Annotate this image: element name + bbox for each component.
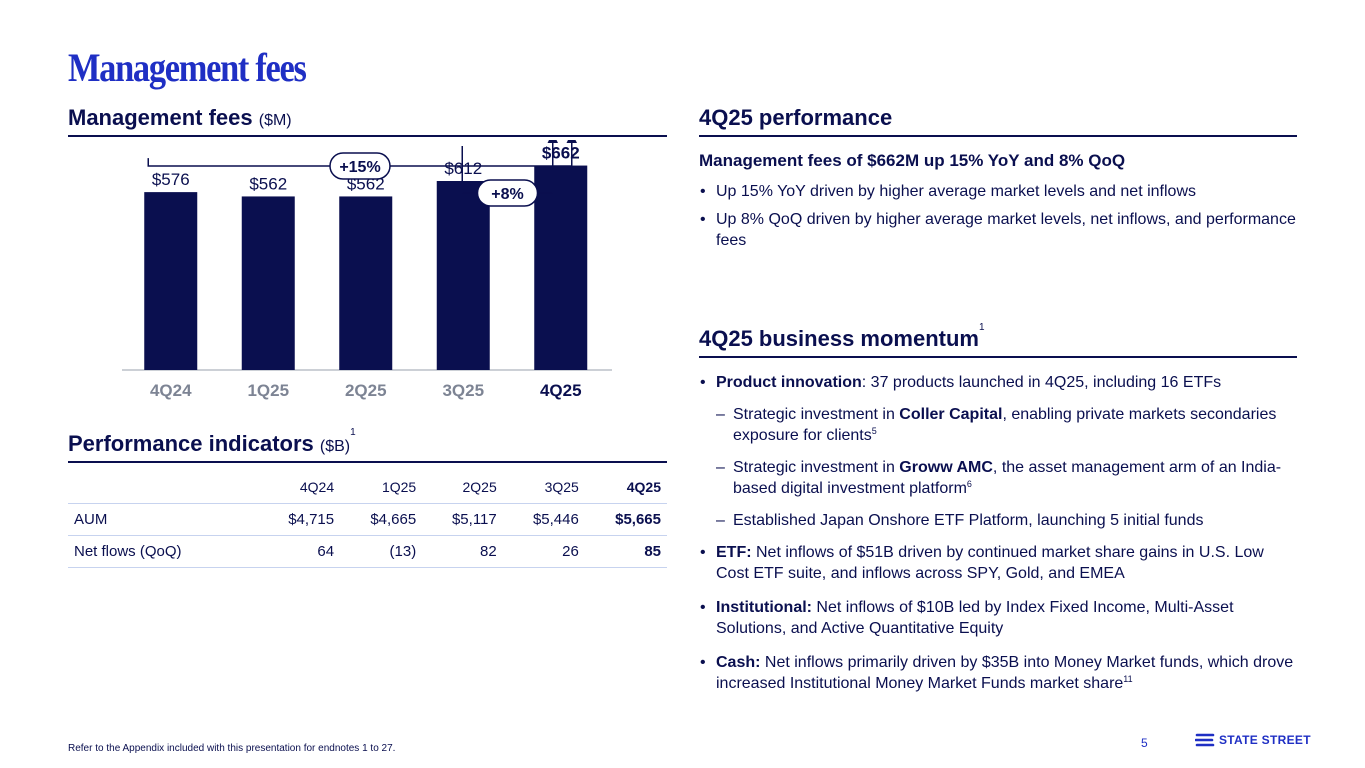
- chart-heading: Management fees ($M): [68, 105, 292, 131]
- list-item: Up 8% QoQ driven by higher average marke…: [699, 209, 1299, 251]
- table-cell: (13): [340, 535, 423, 568]
- row-label: Net flows (QoQ): [68, 535, 258, 568]
- table-heading-rule: [68, 461, 667, 463]
- performance-bullets: Up 15% YoY driven by higher average mark…: [699, 181, 1299, 251]
- table-heading-text: Performance indicators: [68, 431, 314, 456]
- growth-pill-label: +15%: [339, 159, 380, 176]
- chart-heading-text: Management fees: [68, 105, 253, 130]
- col-header: 4Q25: [584, 472, 667, 504]
- growth-pill-2: [476, 179, 539, 207]
- state-street-logo-icon: [1195, 733, 1215, 747]
- chart-heading-unit: ($M): [258, 112, 292, 129]
- col-header: [68, 472, 258, 504]
- list-item: Up 15% YoY driven by higher average mark…: [699, 181, 1299, 202]
- list-item: ETF: Net inflows of $51B driven by conti…: [699, 542, 1299, 584]
- list-item: Strategic investment in Groww AMC, the a…: [699, 457, 1299, 499]
- list-item: Established Japan Onshore ETF Platform, …: [699, 510, 1299, 531]
- list-item: Strategic investment in Coller Capital, …: [699, 404, 1299, 446]
- table-cell: 64: [258, 535, 341, 568]
- table-cell: $4,665: [340, 503, 423, 536]
- bullet-bold: Product innovation: [716, 374, 862, 391]
- bullet-bold: Coller Capital: [899, 406, 1003, 423]
- table-heading-sup: 1: [350, 427, 356, 438]
- performance-subheading: Management fees of $662M up 15% YoY and …: [699, 151, 1126, 170]
- list-item: Institutional: Net inflows of $10B led b…: [699, 597, 1299, 639]
- x-tick-label: 1Q25: [247, 381, 289, 400]
- col-header: 3Q25: [502, 472, 585, 504]
- bullet-sup: 11: [1123, 674, 1133, 684]
- bullet-sup: 5: [871, 426, 877, 436]
- bullet-text: : 37 products launched in 4Q25, includin…: [861, 374, 1222, 391]
- page-number: 5: [1141, 736, 1148, 750]
- table-row: Net flows (QoQ) 64 (13) 82 26 85: [68, 535, 667, 568]
- performance-heading: 4Q25 performance: [699, 105, 893, 130]
- table-cell: $5,117: [422, 503, 503, 536]
- bullet-text: Net inflows primarily driven by $35B int…: [716, 654, 1294, 692]
- bullet-bold: ETF:: [716, 544, 752, 561]
- col-header: 1Q25: [340, 472, 423, 504]
- bullet-text: Net inflows of $51B driven by continued …: [716, 544, 1264, 582]
- bullet-text: , enabling private markets secondaries e…: [733, 406, 1277, 444]
- bullet-bold: Cash:: [716, 654, 761, 671]
- col-header: 4Q24: [258, 472, 341, 504]
- bullet-text: Strategic investment in: [733, 406, 900, 423]
- table-cell: $5,665: [584, 503, 667, 536]
- table-cell: 85: [584, 535, 667, 568]
- bullet-text: , the asset management arm of an India-b…: [733, 459, 1282, 497]
- table-cell: 26: [502, 535, 585, 568]
- momentum-heading-text: 4Q25 business momentum: [699, 326, 979, 351]
- table-row: AUM $4,715 $4,665 $5,117 $5,446 $5,665: [68, 503, 667, 536]
- bar-2Q25: [339, 196, 393, 370]
- bar-3Q25: [436, 181, 490, 370]
- momentum-heading-sup: 1: [978, 322, 985, 333]
- management-fees-chart: $5764Q24$5621Q25$5622Q25$6123Q25$6624Q25…: [122, 140, 612, 400]
- table-cell: $5,446: [502, 503, 585, 536]
- bullet-text: Strategic investment in: [733, 459, 900, 476]
- row-label: AUM: [68, 503, 258, 536]
- page-title: Management fees: [68, 45, 307, 90]
- performance-heading-rule: [699, 135, 1297, 137]
- x-tick-label: 4Q25: [540, 381, 582, 400]
- bar-value-label: $576: [152, 170, 190, 189]
- momentum-bullets: Product innovation: 37 products launched…: [699, 372, 1299, 694]
- growth-pill-1: [329, 152, 391, 180]
- bullet-text: Net inflows of $10B led by Index Fixed I…: [716, 599, 1234, 637]
- x-tick-label: 3Q25: [442, 381, 484, 400]
- bullet-bold: Institutional:: [716, 599, 812, 616]
- bar-value-label: $562: [249, 174, 287, 193]
- growth-pill-label: +8%: [491, 186, 523, 203]
- footnote: Refer to the Appendix included with this…: [68, 743, 396, 754]
- bar-4Q24: [144, 192, 198, 370]
- table-heading-unit: ($B): [319, 438, 351, 455]
- momentum-heading-rule: [699, 356, 1297, 358]
- bar-1Q25: [241, 196, 295, 370]
- list-item: Product innovation: 37 products launched…: [699, 372, 1299, 393]
- bullet-sup: 6: [966, 479, 972, 489]
- table-header-row: 4Q24 1Q25 2Q25 3Q25 4Q25: [68, 472, 667, 504]
- bar-4Q25: [534, 165, 588, 370]
- momentum-heading: 4Q25 business momentum1: [699, 322, 985, 352]
- x-tick-label: 4Q24: [150, 381, 192, 400]
- list-item: Cash: Net inflows primarily driven by $3…: [699, 652, 1299, 694]
- table-heading: Performance indicators ($B)1: [68, 427, 356, 457]
- bar-value-label: $612: [444, 159, 482, 178]
- bullet-bold: Groww AMC: [899, 459, 993, 476]
- x-tick-label: 2Q25: [345, 381, 387, 400]
- performance-indicators-table: 4Q24 1Q25 2Q25 3Q25 4Q25 AUM $4,715 $4,6…: [68, 472, 667, 568]
- bullet-text: Established Japan Onshore ETF Platform, …: [733, 512, 1204, 529]
- table-cell: $4,715: [258, 503, 341, 536]
- table-cell: 82: [422, 535, 503, 568]
- state-street-logo: STATE STREET: [1195, 733, 1311, 747]
- col-header: 2Q25: [422, 472, 503, 504]
- logo-text: STATE STREET: [1219, 733, 1311, 747]
- chart-heading-rule: [68, 135, 667, 137]
- bar-value-label: $662: [542, 144, 580, 163]
